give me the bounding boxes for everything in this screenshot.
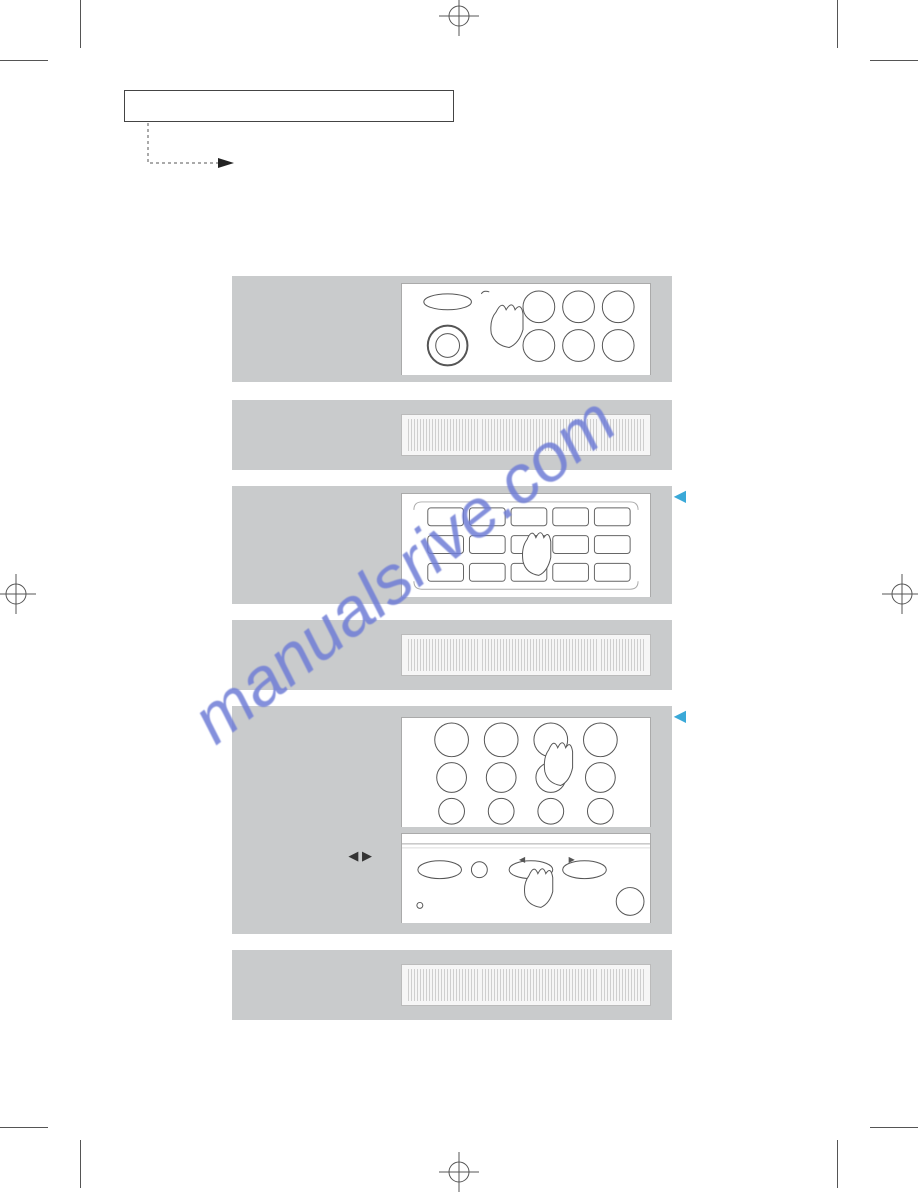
step-4-panel bbox=[380, 620, 672, 690]
step-1-text bbox=[232, 276, 380, 382]
step-2-panel bbox=[380, 400, 672, 470]
remote-top-illustration bbox=[402, 284, 650, 375]
svg-text:◀: ◀ bbox=[519, 855, 526, 864]
continuation-arrow bbox=[144, 123, 244, 173]
display-window-3 bbox=[401, 964, 651, 1006]
step-3-text bbox=[232, 486, 380, 604]
registration-mark-left bbox=[0, 574, 36, 614]
display-window-2 bbox=[401, 634, 651, 676]
front-panel-illustration: ◀ ▶ bbox=[402, 834, 650, 923]
step-1 bbox=[232, 276, 672, 382]
step-6-panel bbox=[380, 950, 672, 1020]
step-3-note-marker: ◀ bbox=[674, 486, 686, 506]
display-window-1 bbox=[401, 414, 651, 456]
step-6-text bbox=[232, 950, 380, 1020]
step-3: ◀ bbox=[232, 486, 672, 604]
svg-text:▶: ▶ bbox=[569, 855, 576, 864]
step-2-text bbox=[232, 400, 380, 470]
registration-mark-bottom bbox=[439, 1152, 479, 1192]
step-5-note-marker: ◀ bbox=[674, 706, 686, 726]
registration-mark-right bbox=[882, 574, 918, 614]
step-6 bbox=[232, 950, 672, 1020]
step-5-panel: ◀ bbox=[380, 706, 672, 934]
step-2 bbox=[232, 400, 672, 470]
step-4-text bbox=[232, 620, 380, 690]
step-5: ◀ ▶ ◀ bbox=[232, 706, 672, 934]
step-1-panel bbox=[380, 276, 672, 382]
registration-mark-top bbox=[439, 0, 479, 36]
step-4 bbox=[232, 620, 672, 690]
step-3-panel: ◀ bbox=[380, 486, 672, 604]
right-arrow-icon: ▶ bbox=[362, 848, 372, 863]
remote-numpad-illustration bbox=[402, 718, 650, 827]
remote-button-grid-illustration bbox=[402, 494, 650, 597]
section-title-box bbox=[124, 90, 454, 122]
step-5-text: ◀ ▶ bbox=[232, 706, 380, 934]
left-arrow-icon: ◀ bbox=[348, 848, 358, 863]
manual-page: ◀ bbox=[80, 60, 838, 1128]
